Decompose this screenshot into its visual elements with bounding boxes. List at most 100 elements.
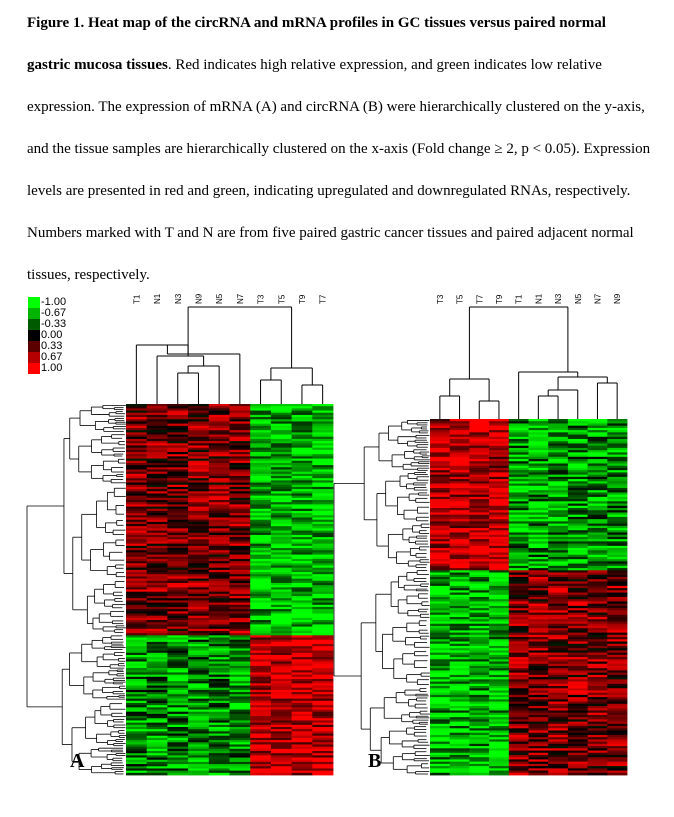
heatmap-cell	[291, 654, 313, 658]
heatmap-cell	[312, 436, 334, 440]
heatmap-cell	[146, 589, 168, 593]
heatmap-cell	[469, 763, 490, 767]
heatmap-cell	[208, 452, 230, 455]
heatmap-cell	[528, 579, 549, 582]
heatmap-cell	[508, 481, 529, 484]
heatmap-cell	[291, 593, 313, 597]
heatmap-cell	[469, 543, 490, 547]
heatmap-cell	[469, 452, 490, 456]
heatmap-cell	[208, 740, 230, 743]
heatmap-cell	[607, 641, 628, 645]
heatmap-cell	[567, 525, 588, 529]
heatmap-cell	[607, 625, 628, 629]
heatmap-cell	[208, 663, 230, 667]
heatmap-cell	[449, 605, 470, 609]
heatmap-cell	[208, 772, 230, 776]
heatmap-cell	[188, 676, 210, 680]
heatmap-cell	[312, 519, 334, 523]
sample-label: T5	[277, 294, 286, 304]
heatmap-cell	[508, 467, 529, 471]
heatmap-cell	[567, 521, 588, 524]
heatmap-cell	[489, 487, 510, 491]
heatmap-cell	[489, 436, 510, 440]
heatmap-cell	[449, 648, 470, 651]
heatmap-cell	[126, 600, 148, 603]
heatmap-cell	[489, 728, 510, 731]
heatmap-cell	[312, 556, 334, 560]
heatmap-cell	[208, 596, 230, 599]
heatmap-cell	[208, 558, 230, 562]
heatmap-cell	[188, 565, 210, 569]
heatmap-cell	[548, 552, 569, 556]
heatmap-cell	[167, 565, 189, 569]
heatmap-cell	[146, 759, 168, 763]
heatmap-cell	[250, 748, 272, 752]
heatmap-cell	[430, 672, 451, 676]
heatmap-cell	[587, 463, 608, 467]
heatmap-cell	[449, 541, 470, 545]
heatmap-cell	[430, 523, 451, 527]
heatmap-cell	[587, 476, 608, 480]
heatmap-cell	[469, 439, 490, 442]
heatmap-cell	[291, 513, 313, 516]
heatmap-cell	[567, 441, 588, 444]
heatmap-cell	[508, 683, 529, 687]
heatmap-cell	[188, 740, 210, 743]
heatmap-cell	[587, 576, 608, 580]
heatmap-cell	[126, 532, 148, 536]
heatmap-cell	[250, 593, 272, 597]
heatmap-cell	[587, 677, 608, 680]
heatmap-cell	[430, 443, 451, 447]
heatmap-cell	[188, 528, 210, 531]
heatmap-cell	[430, 739, 451, 743]
heatmap-cell	[291, 759, 313, 763]
sample-label: N3	[554, 293, 563, 304]
heatmap-cell	[126, 438, 148, 442]
heatmap-cell	[250, 589, 272, 593]
heatmap-cell	[167, 692, 189, 695]
heatmap-cell	[528, 752, 549, 756]
heatmap-cell	[208, 766, 230, 769]
heatmap-cell	[208, 539, 230, 542]
heatmap-cell	[587, 637, 608, 640]
heatmap-cell	[126, 681, 148, 684]
heatmap-cell	[270, 502, 292, 505]
heatmap-cell	[607, 612, 628, 616]
heatmap-cell	[607, 541, 628, 545]
heatmap-cell	[567, 699, 588, 702]
heatmap-cell	[449, 421, 470, 424]
heatmap-cell	[489, 719, 510, 723]
heatmap-cell	[126, 510, 148, 514]
heatmap-cell	[528, 463, 549, 467]
heatmap-cell	[587, 643, 608, 647]
heatmap-cell	[528, 665, 549, 669]
heatmap-cell	[126, 467, 148, 470]
heatmap-cell	[312, 504, 334, 507]
heatmap-cell	[291, 665, 313, 669]
heatmap-cell	[312, 672, 334, 676]
heatmap-cell	[587, 717, 608, 720]
heatmap-cell	[208, 635, 230, 638]
heatmap-cell	[469, 592, 490, 596]
heatmap-cell	[188, 689, 210, 693]
heatmap-cell	[291, 650, 313, 654]
heatmap-cell	[430, 643, 451, 647]
heatmap-cell	[548, 579, 569, 582]
heatmap-cell	[528, 603, 549, 607]
heatmap-cell	[291, 539, 313, 542]
heatmap-cell	[587, 427, 608, 431]
heatmap-cell	[469, 505, 490, 509]
heatmap-cell	[528, 474, 549, 478]
heatmap-cell	[489, 483, 510, 487]
heatmap-cell	[567, 772, 588, 776]
heatmap-cell	[528, 421, 549, 424]
heatmap-cell	[229, 750, 251, 754]
heatmap-cell	[270, 578, 292, 582]
heatmap-cell	[167, 768, 189, 772]
heatmap-cell	[528, 539, 549, 542]
heatmap-cell	[469, 657, 490, 660]
heatmap-cell	[229, 665, 251, 669]
heatmap-cell	[208, 541, 230, 545]
heatmap-cell	[607, 706, 628, 709]
heatmap-cell	[607, 652, 628, 656]
